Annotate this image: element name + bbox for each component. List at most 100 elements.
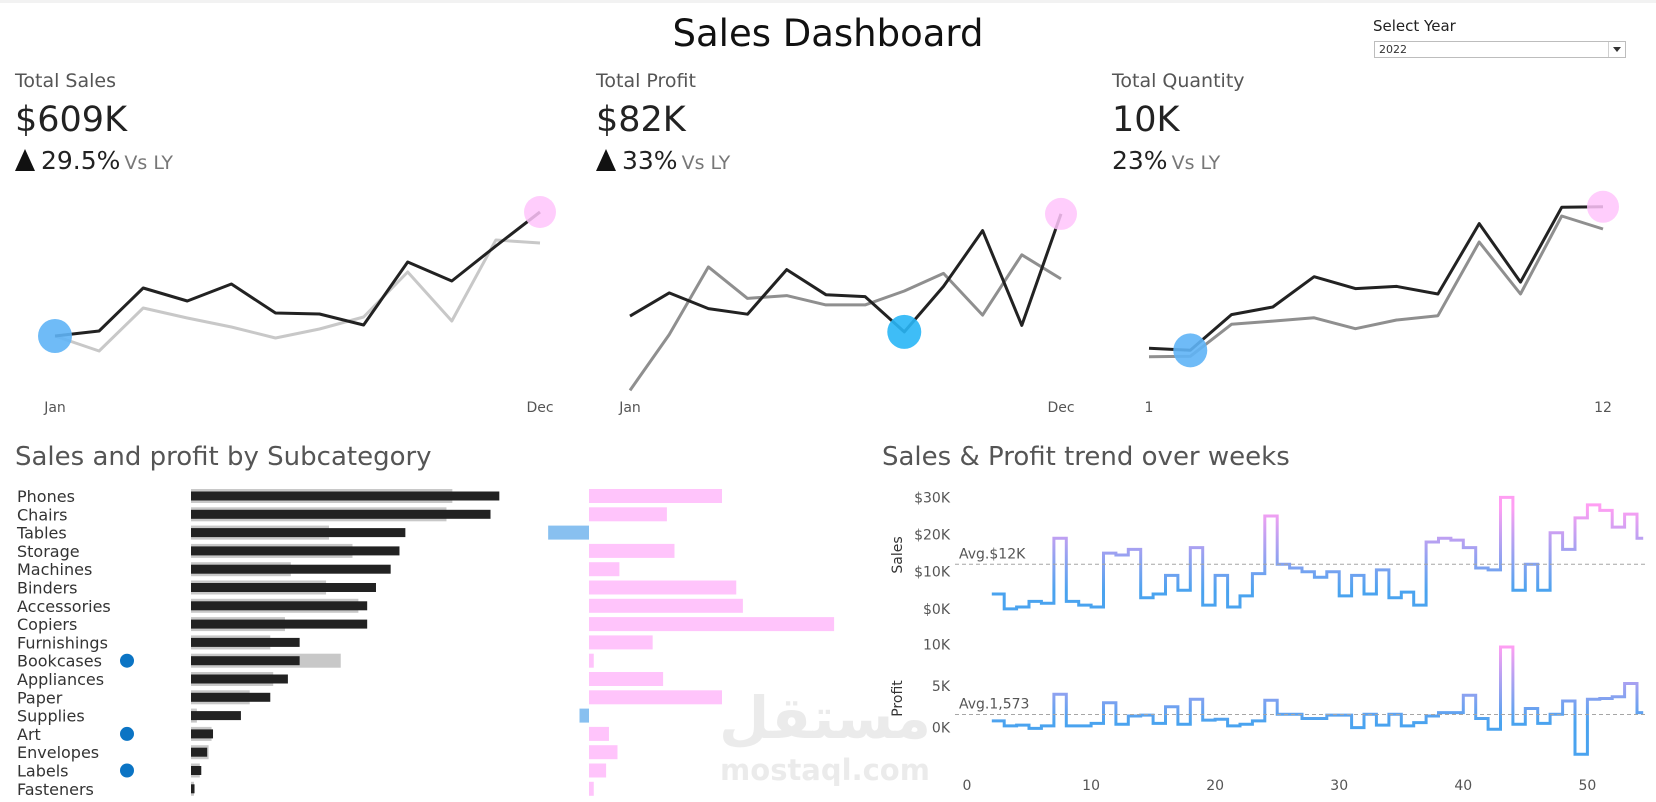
x-tick-label: 40 — [1454, 778, 1472, 794]
flag-dot-icon — [120, 653, 134, 668]
profit-bar — [589, 617, 835, 632]
profit-bar — [589, 489, 722, 503]
subcategory-label: Labels — [17, 762, 69, 781]
profit-bar — [589, 543, 675, 558]
kpi-vs-label: Vs LY — [124, 152, 174, 174]
flag-dot-icon — [120, 726, 134, 741]
profit-bar — [548, 525, 589, 540]
year-filter-label: Select Year — [1373, 17, 1456, 35]
profit-bar — [589, 690, 722, 705]
kpi-vs-label: Vs LY — [1171, 152, 1221, 174]
watermark: مستقل mostaql.com — [719, 684, 931, 787]
max-point-marker — [1587, 190, 1619, 223]
subcategory-label: Chairs — [17, 505, 67, 524]
kpi-vs-label: Vs LY — [681, 152, 731, 174]
min-point-marker — [887, 314, 922, 349]
weekly-section-title: Sales & Profit trend over weeks — [882, 442, 1290, 472]
sales-bar — [191, 583, 376, 592]
kpi-label: Total Profit — [596, 70, 696, 92]
subcategory-label: Phones — [17, 487, 75, 506]
profit-bar — [589, 653, 594, 668]
chevron-down-icon[interactable] — [1608, 42, 1625, 57]
kpi-value: $609K — [15, 100, 128, 140]
sales-monthly-chart: Jan Dec — [38, 196, 556, 416]
sales-bar — [191, 509, 491, 519]
kpi-change-pct: 23% — [1112, 146, 1168, 175]
subcategory-label: Tables — [16, 524, 67, 543]
profit-bar — [589, 672, 664, 686]
sales-bar — [191, 766, 202, 775]
profit-bar — [589, 562, 620, 577]
kpi-value: 10K — [1112, 100, 1180, 140]
profit-bar — [589, 781, 594, 796]
sales-bar — [191, 546, 400, 556]
y-axis-label: Profit — [890, 680, 906, 717]
average-label: Avg.1,573 — [959, 697, 1029, 713]
current-year-line — [1148, 205, 1604, 352]
year-select[interactable]: 2022 — [1374, 41, 1626, 58]
kpi-change: 33% Vs LY — [596, 146, 730, 175]
subcategory-label: Furnishings — [17, 633, 108, 652]
subcategory-label: Supplies — [17, 707, 85, 726]
y-tick-label: $0K — [923, 602, 951, 618]
y-tick-label: $30K — [914, 490, 951, 506]
profit-bar — [589, 635, 653, 650]
y-tick-label: $20K — [914, 528, 951, 544]
x-tick-label: 20 — [1206, 778, 1224, 794]
kpi-total-sales: Total Sales $609K 29.5% Vs LY — [15, 70, 173, 175]
y-tick-label: 10K — [923, 637, 951, 653]
profit-bar — [579, 708, 589, 723]
current-year-line — [629, 213, 1063, 334]
page-title: Sales Dashboard — [672, 12, 984, 55]
sales-bar — [191, 564, 391, 574]
subcategory-label: Paper — [17, 688, 63, 707]
min-point-marker — [1173, 333, 1208, 368]
subcategory-label: Binders — [17, 579, 77, 598]
profit-monthly-chart: Jan Dec — [618, 197, 1077, 416]
subcategory-label: Storage — [17, 542, 80, 561]
top-divider — [0, 0, 1656, 3]
weekly-trend-chart: Avg.$12K $0K $10K $20K $30K Sales Avg.1,573 0K 5… — [890, 490, 1645, 794]
subcategory-label: Bookcases — [17, 652, 102, 671]
subcategory-label: Appliances — [17, 670, 104, 689]
x-tick-label: Dec — [1047, 400, 1074, 416]
max-point-marker — [524, 196, 556, 228]
sales-bar — [191, 656, 300, 666]
profit-bar — [589, 763, 607, 778]
kpi-total-profit: Total Profit $82K 33% Vs LY — [596, 70, 730, 175]
kpi-label: Total Sales — [15, 70, 116, 92]
y-tick-label: 5K — [932, 679, 951, 695]
sales-bar — [191, 784, 195, 794]
kpi-change-pct: 33% — [622, 146, 678, 175]
year-select-value: 2022 — [1379, 43, 1407, 56]
subcategory-label: Accessories — [17, 597, 111, 616]
quantity-monthly-chart: 1 12 — [1145, 190, 1619, 416]
sales-bar — [191, 674, 288, 684]
sales-bar — [191, 747, 208, 757]
weekly-profit-line — [991, 645, 1644, 756]
profit-bar — [589, 507, 667, 522]
subcategory-label: Art — [17, 725, 41, 744]
watermark-arabic: مستقل — [719, 684, 931, 752]
prior-year-line — [54, 238, 541, 353]
sales-bar — [191, 729, 214, 739]
sales-bar — [191, 692, 271, 702]
kpi-label: Total Quantity — [1112, 70, 1245, 92]
triangle-up-icon — [15, 149, 35, 171]
kpi-value: $82K — [596, 100, 686, 140]
x-tick-label: 10 — [1082, 778, 1100, 794]
sales-bar — [191, 601, 368, 611]
x-tick-label: 30 — [1330, 778, 1348, 794]
sales-bar — [191, 619, 368, 629]
y-tick-label: 0K — [932, 721, 951, 737]
kpi-change: 23% Vs LY — [1112, 146, 1245, 175]
x-tick-label: 50 — [1578, 778, 1596, 794]
sales-bar — [191, 491, 500, 501]
x-tick-label: Jan — [43, 400, 66, 416]
x-tick-label: Dec — [526, 400, 553, 416]
current-year-line — [54, 210, 541, 338]
triangle-up-icon — [596, 149, 616, 171]
flag-dot-icon — [120, 763, 134, 778]
subcategory-label: Copiers — [17, 615, 77, 634]
